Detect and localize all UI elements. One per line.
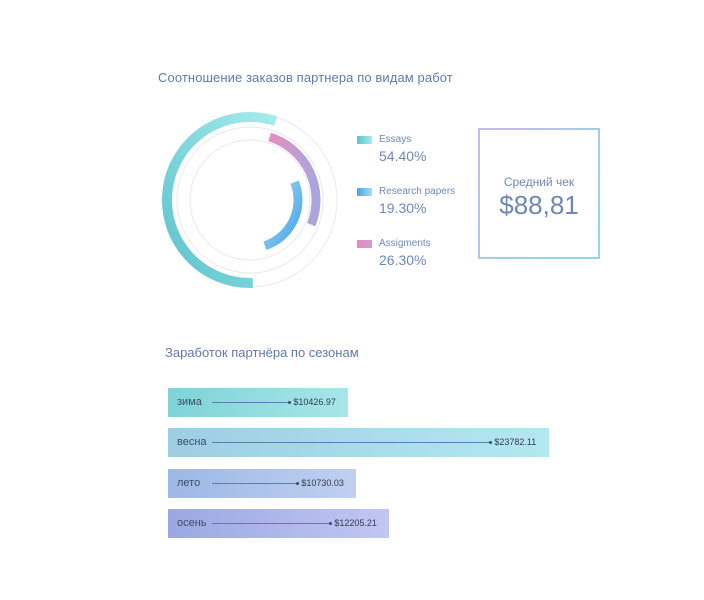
bar-1: весна $23782.11 [168, 428, 549, 457]
legend-label-research-papers: Research papers [379, 186, 456, 197]
bar-value-0: $10426.97 [293, 397, 336, 407]
donut-slice-assigments [268, 132, 321, 227]
average-check-card: Средний чек $88,81 [478, 128, 600, 259]
legend-label-assigments: Assigments [379, 238, 431, 249]
bar-3: осень $12205.21 [168, 509, 389, 538]
legend-value-essays: 54.40% [379, 148, 427, 164]
bar-label-3: осень [177, 517, 207, 529]
bar-label-2: лето [177, 477, 201, 489]
bar-value-1: $23782.11 [494, 437, 537, 447]
average-check-label: Средний чек [503, 175, 575, 189]
donut-track-inner [189, 139, 311, 261]
legend-swatch-assigments [357, 240, 372, 248]
legend-swatch-essays [357, 136, 372, 144]
average-check-value: $88,81 [499, 190, 579, 220]
donut-track-middle [176, 126, 324, 274]
donut-chart-title: Соотношение заказов партнера по видам ра… [158, 70, 453, 85]
bar-leader-line-0 [212, 401, 292, 404]
bar-label-1: весна [177, 436, 207, 448]
bar-value-3: $12205.21 [334, 518, 377, 528]
bar-leader-line-2 [212, 482, 300, 485]
legend-value-research-papers: 19.30% [379, 200, 427, 216]
bar-chart-title: Заработок партнёра по сезонам [165, 345, 359, 360]
legend-value-assigments: 26.30% [379, 252, 427, 268]
bar-label-0: зима [177, 396, 202, 408]
bar-leader-line-3 [212, 522, 333, 525]
donut-slice-research-papers [263, 180, 303, 250]
donut-slice-essays [162, 112, 278, 288]
bar-2: лето $10730.03 [168, 469, 356, 498]
legend-label-essays: Essays [379, 134, 412, 145]
bar-value-2: $10730.03 [301, 478, 344, 488]
legend-swatch-research-papers [357, 188, 372, 196]
bar-0: зима $10426.97 [168, 388, 348, 417]
orders-donut-chart [162, 112, 338, 288]
bar-leader-line-1 [212, 441, 493, 444]
